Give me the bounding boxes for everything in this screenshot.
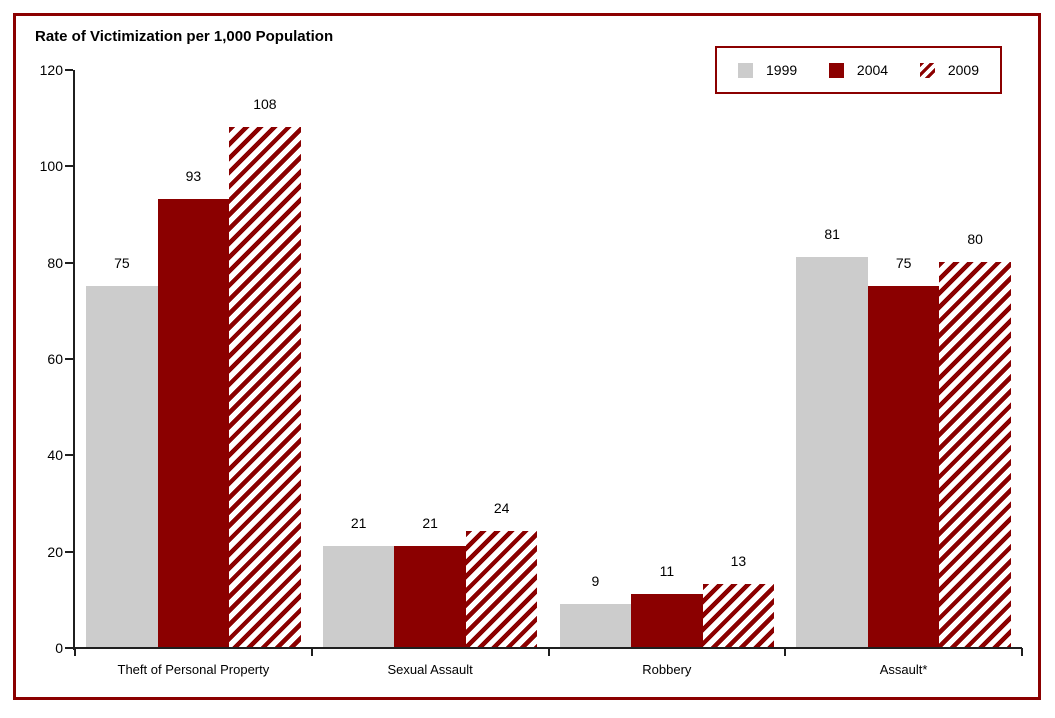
x-axis-tick xyxy=(547,648,550,656)
y-axis-tick-label: 60 xyxy=(47,351,63,367)
y-axis-tick-label: 100 xyxy=(39,158,63,175)
x-axis-tick xyxy=(310,648,313,656)
bar-1999-assault- xyxy=(796,256,868,647)
bar-2004-theft-of-personal-property xyxy=(157,199,230,647)
y-axis-tick xyxy=(65,647,73,649)
bar-2004-sexual-assault xyxy=(394,545,466,647)
bar-value-label: 81 xyxy=(824,225,840,242)
y-axis-tick xyxy=(65,69,73,71)
y-axis-tick xyxy=(65,358,73,360)
y-axis-tick xyxy=(65,454,73,457)
y-axis xyxy=(73,70,75,650)
bar-value-label: 21 xyxy=(350,514,367,531)
bar-value-label: 93 xyxy=(185,168,202,185)
category-label-assault-: Assault* xyxy=(879,662,928,677)
bar-1999-sexual-assault xyxy=(322,545,395,647)
legend-item-2004: 2004 xyxy=(828,62,889,78)
y-axis-tick xyxy=(65,550,73,553)
bar-value-label: 11 xyxy=(659,563,675,580)
bar-value-label: 80 xyxy=(967,230,983,247)
bar-value-label: 21 xyxy=(422,514,438,531)
x-axis-tick xyxy=(784,648,787,656)
y-axis-tick xyxy=(65,261,73,264)
x-axis-tick xyxy=(1021,648,1023,656)
bar-value-label: 75 xyxy=(114,254,130,271)
x-axis-tick xyxy=(74,648,76,656)
legend-label: 2009 xyxy=(947,62,979,78)
legend-swatch-2009-striped-square xyxy=(919,62,935,78)
bar-2009-robbery xyxy=(702,584,775,647)
bar-2004-assault- xyxy=(867,285,940,647)
y-axis-tick xyxy=(65,165,73,168)
y-axis-tick-label: 40 xyxy=(47,447,63,464)
bar-1999-robbery xyxy=(559,603,632,647)
y-axis-tick-label: 0 xyxy=(55,640,63,656)
y-axis-tick-label: 120 xyxy=(39,62,63,78)
legend-swatch-1999-square xyxy=(738,62,753,78)
bar-value-label: 13 xyxy=(730,553,747,570)
chart-title: Rate of Victimization per 1,000 Populati… xyxy=(35,28,334,45)
legend-item-2009: 2009 xyxy=(919,62,979,78)
bar-value-label: 108 xyxy=(253,95,277,112)
legend-label: 1999 xyxy=(766,62,798,78)
bar-value-label: 75 xyxy=(895,254,912,271)
bar-2004-robbery xyxy=(631,594,703,647)
category-label-robbery: Robbery xyxy=(642,662,692,677)
category-label-sexual-assault: Sexual Assault xyxy=(387,662,473,677)
bar-value-label: 9 xyxy=(591,572,600,589)
legend-item-1999: 1999 xyxy=(738,62,797,78)
bar-2009-assault- xyxy=(939,261,1011,647)
bar-2009-sexual-assault xyxy=(465,531,538,647)
y-axis-tick-label: 80 xyxy=(47,254,63,271)
bar-value-label: 24 xyxy=(493,500,510,517)
category-label-theft-of-personal-property: Theft of Personal Property xyxy=(117,662,270,677)
bar-2009-theft-of-personal-property xyxy=(229,126,301,647)
legend-swatch-2004-square xyxy=(828,62,844,78)
y-axis-tick-label: 20 xyxy=(47,543,63,560)
legend-label: 2004 xyxy=(856,62,889,78)
bar-1999-theft-of-personal-property xyxy=(86,285,158,647)
legend: 1999 2004 2009 xyxy=(715,46,1002,94)
